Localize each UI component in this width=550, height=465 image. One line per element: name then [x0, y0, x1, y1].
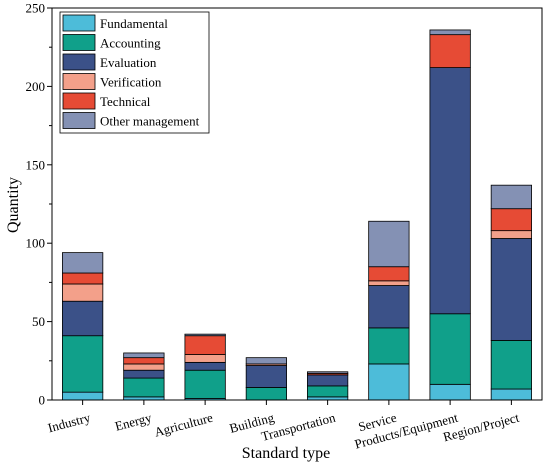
bar-products-equipment-technical — [429, 34, 471, 68]
bar-products-equipment-accounting — [429, 313, 471, 385]
bar-energy-accounting — [123, 377, 165, 398]
y-tick-label: 250 — [26, 1, 46, 16]
bar-energy-verification — [123, 363, 165, 371]
legend-label: Verification — [100, 75, 162, 90]
y-tick-label: 100 — [26, 236, 46, 251]
bar-industry-accounting — [62, 335, 104, 393]
bar-region-project-other-management — [490, 184, 532, 210]
y-tick-label: 0 — [39, 393, 46, 408]
bar-region-project-fundamental — [490, 388, 532, 401]
bar-industry-technical — [62, 272, 104, 285]
bar-agriculture-evaluation — [184, 361, 226, 371]
legend-swatch — [62, 53, 96, 71]
bars-layer — [62, 29, 532, 401]
bar-service-fundamental — [368, 363, 410, 401]
bar-building-evaluation — [245, 365, 287, 388]
legend-label: Fundamental — [100, 16, 168, 31]
bar-energy-other-management — [123, 352, 165, 359]
y-tick-label: 200 — [26, 79, 46, 94]
legend-swatch — [62, 14, 96, 32]
x-tick-label: Energy — [113, 410, 153, 434]
legend-swatch — [62, 92, 96, 110]
y-axis-title: Quantity — [5, 177, 22, 233]
legend-label: Technical — [100, 94, 151, 109]
bar-products-equipment-other-management — [429, 29, 471, 36]
legend-swatch — [62, 73, 96, 90]
bar-service-accounting — [368, 327, 410, 365]
bar-region-project-accounting — [490, 340, 532, 390]
legend-label: Other management — [100, 114, 200, 129]
bar-industry-evaluation — [62, 300, 104, 337]
bar-products-equipment-fundamental — [429, 383, 471, 401]
bar-agriculture-technical — [184, 335, 226, 355]
bar-products-equipment-evaluation — [429, 67, 471, 315]
bar-service-technical — [368, 266, 410, 282]
bar-agriculture-verification — [184, 354, 226, 363]
legend-label: Evaluation — [100, 55, 157, 70]
bar-building-other-management — [245, 357, 287, 365]
legend-label: Accounting — [100, 36, 161, 51]
bar-agriculture-accounting — [184, 369, 226, 399]
bar-building-accounting — [245, 387, 287, 401]
legend: Fundamental Accounting Evaluation Verificat… — [59, 11, 210, 134]
bar-energy-technical — [123, 357, 165, 365]
bar-energy-evaluation — [123, 369, 165, 379]
bar-service-verification — [368, 280, 410, 286]
bar-region-project-evaluation — [490, 238, 532, 341]
x-tick-label: Industry — [46, 410, 92, 436]
legend-swatch — [62, 34, 96, 51]
bar-transportation-evaluation — [307, 374, 349, 387]
bar-service-other-management — [368, 220, 410, 268]
bar-industry-other-management — [62, 252, 104, 274]
bar-industry-fundamental — [62, 391, 104, 401]
bar-agriculture-other-management — [184, 333, 226, 337]
y-tick-label: 50 — [32, 314, 45, 329]
x-tick-label: Agriculture — [153, 410, 215, 440]
bar-service-evaluation — [368, 285, 410, 329]
bar-industry-verification — [62, 283, 104, 302]
bar-region-project-verification — [490, 230, 532, 239]
bar-transportation-accounting — [307, 385, 349, 398]
y-tick-label: 150 — [26, 157, 46, 172]
bar-region-project-technical — [490, 208, 532, 232]
legend-swatch — [62, 112, 96, 129]
bar-transportation-other-management — [307, 371, 349, 374]
x-axis-title: Standard type — [242, 445, 330, 462]
